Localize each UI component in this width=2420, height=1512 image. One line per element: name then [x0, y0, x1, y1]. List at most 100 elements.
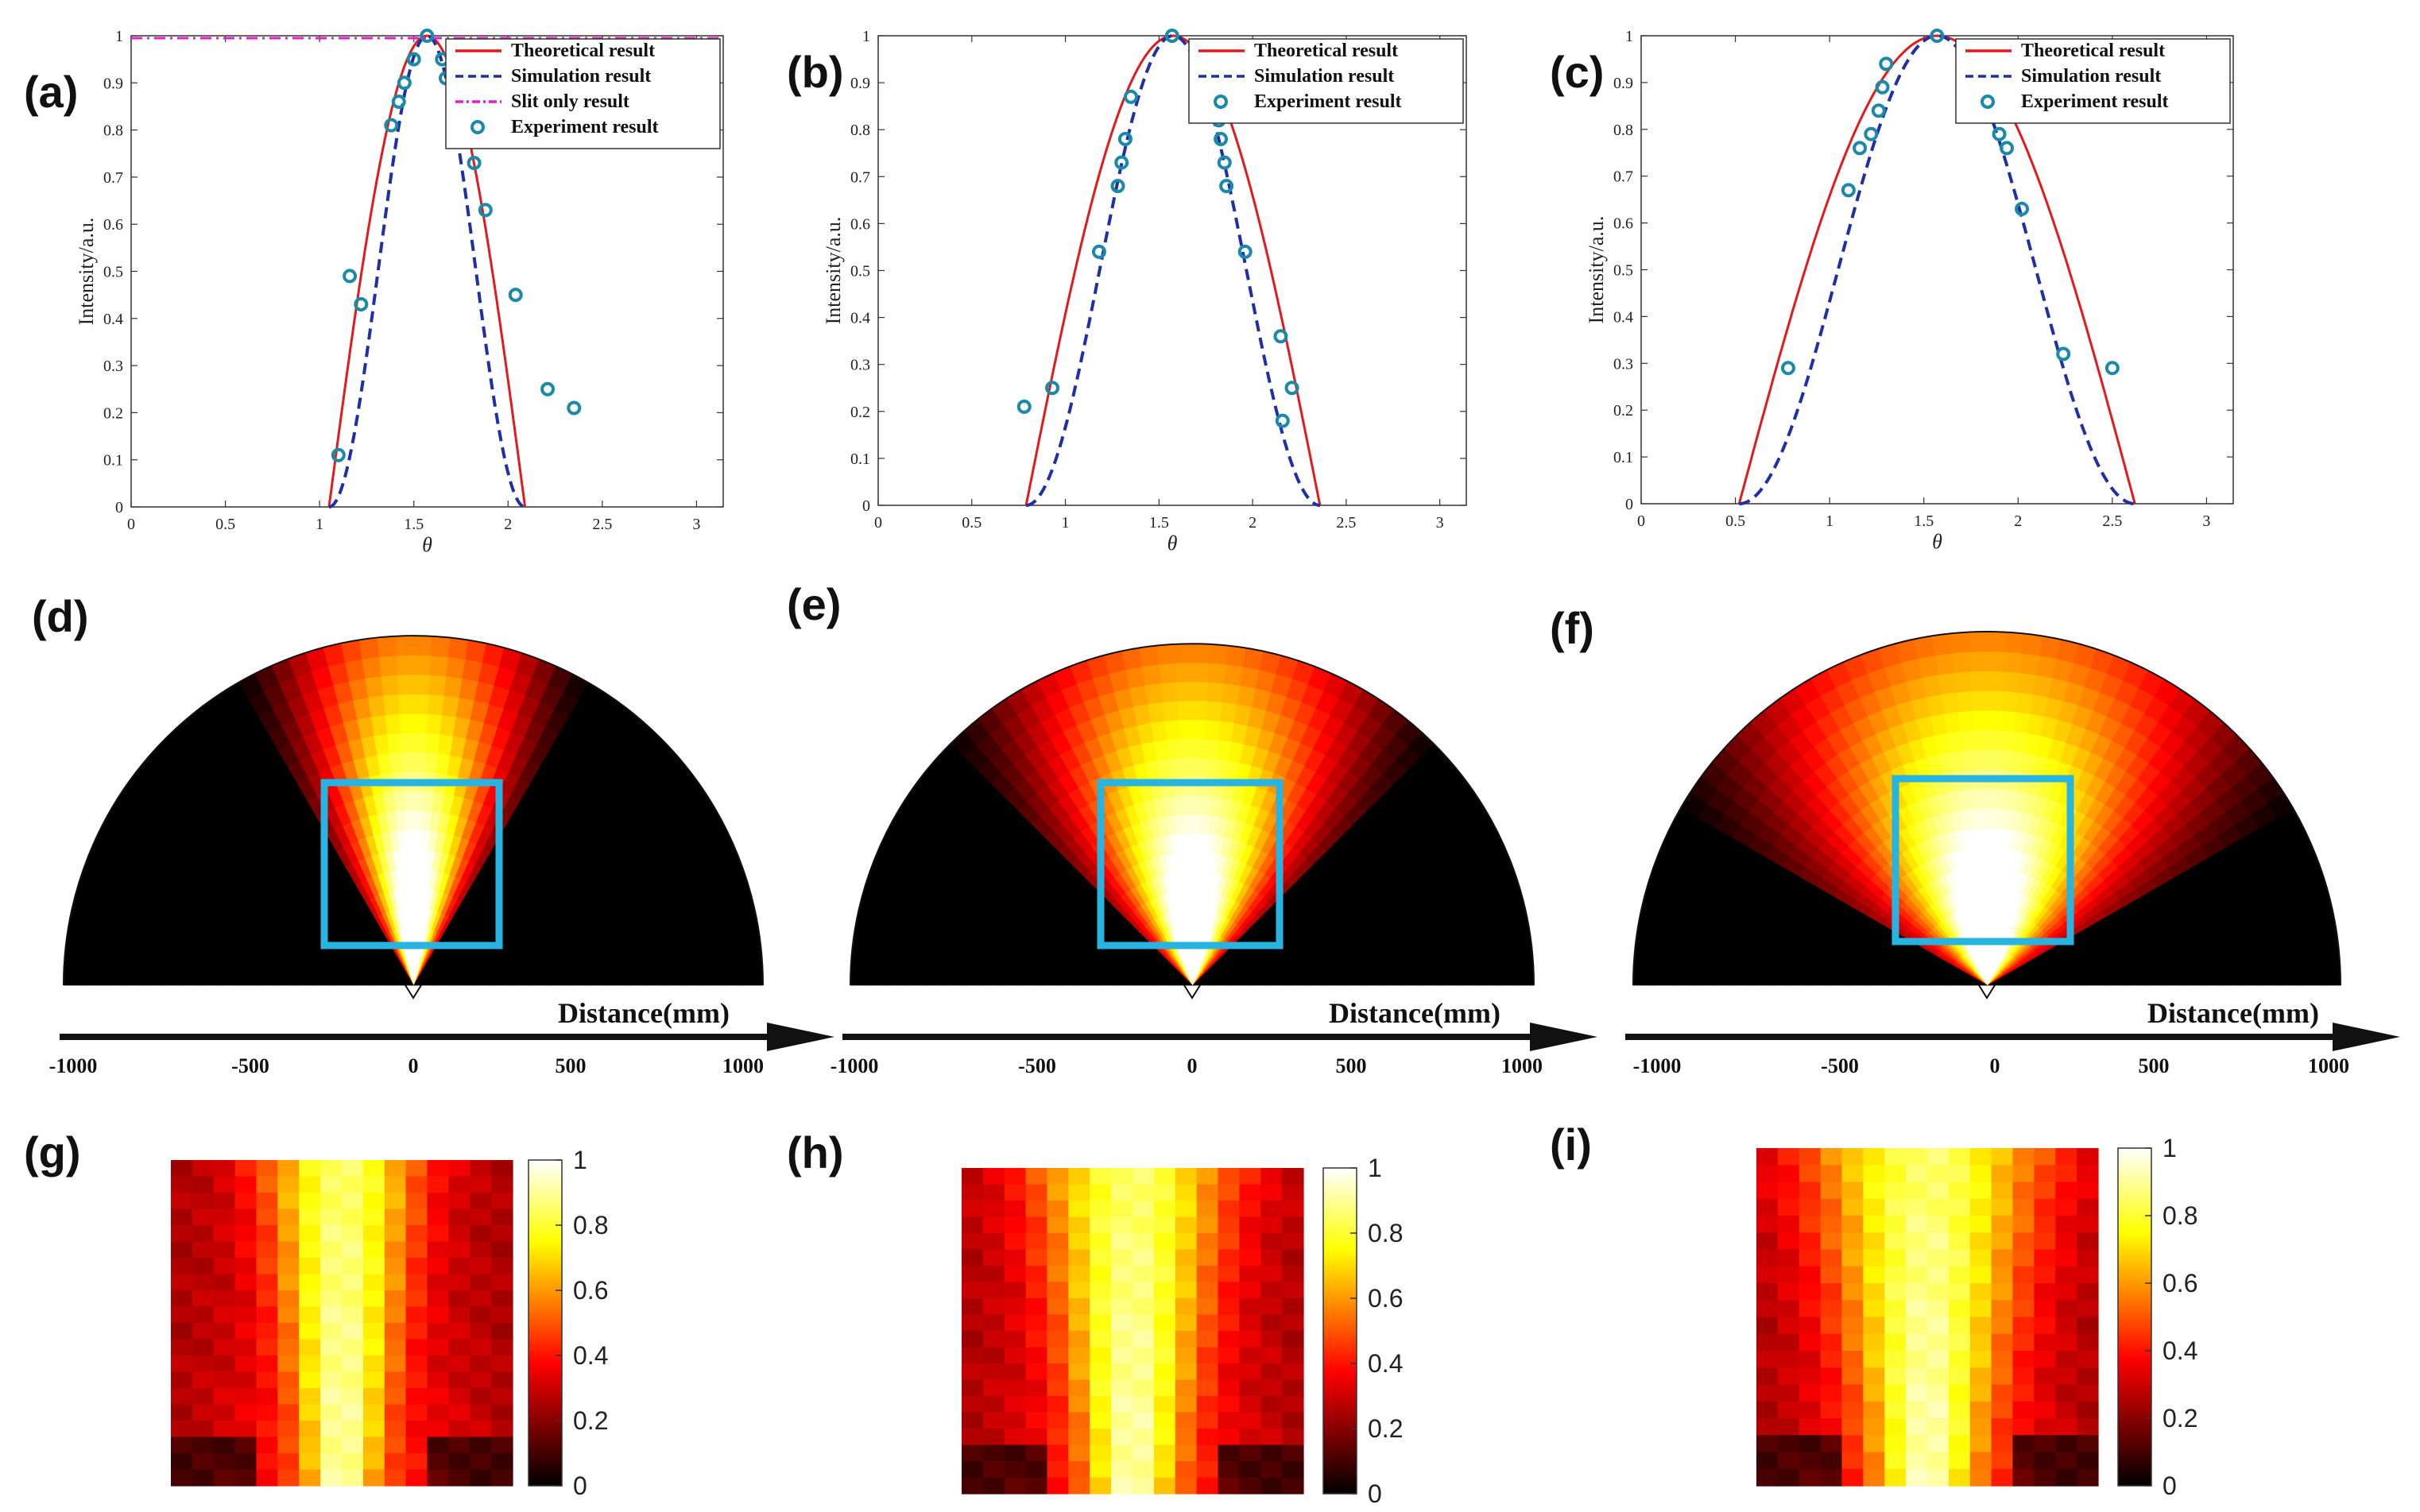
heat-cell — [277, 1225, 300, 1243]
fan-cell — [161, 958, 182, 974]
fan-cell — [1691, 969, 1713, 986]
heat-cell — [1175, 1201, 1198, 1218]
fan-cell — [1362, 975, 1383, 986]
heat-cell — [234, 1193, 257, 1210]
heat-cell — [1218, 1396, 1240, 1413]
distance-tick-label: 0 — [1187, 1054, 1198, 1077]
heat-cell — [1196, 1429, 1219, 1446]
heat-cell — [1969, 1468, 1992, 1487]
heat-cell — [171, 1290, 193, 1308]
x-tick-label: 3 — [1436, 514, 1444, 532]
heat-cell — [299, 1388, 321, 1406]
heat-cell — [1884, 1249, 1907, 1267]
heat-cell — [1777, 1300, 1800, 1318]
heat-cell — [320, 1208, 343, 1226]
heat-cell — [1863, 1333, 1885, 1352]
heat-cell — [342, 1193, 364, 1210]
fan-cell — [741, 948, 763, 969]
fan-cell — [2259, 953, 2282, 972]
y-tick-label: 0.6 — [850, 215, 870, 233]
heat-cell — [1777, 1216, 1800, 1233]
heat-cell — [1756, 1317, 1779, 1335]
heat-cell — [1218, 1363, 1240, 1381]
heat-cell — [1948, 1351, 1971, 1368]
fan-cell — [1770, 973, 1791, 986]
x-tick-label: 0 — [1637, 512, 1645, 530]
heat-cell — [256, 1339, 278, 1356]
fan-cell — [1512, 949, 1534, 969]
heat-cell — [2012, 1468, 2035, 1487]
heat-cell — [342, 1421, 364, 1438]
heat-cell — [1260, 1412, 1283, 1429]
heat-cell — [1777, 1418, 1800, 1436]
heat-cell — [234, 1339, 257, 1356]
fan-cell — [664, 970, 686, 986]
colorbar-tick-label: 0.8 — [1368, 1219, 1403, 1247]
heat-cell — [1004, 1168, 1027, 1185]
fan-cell — [1986, 631, 2006, 652]
fan-cell — [626, 973, 647, 986]
heat-cell — [362, 1421, 385, 1438]
experiment-point — [406, 52, 421, 67]
heat-cell — [2077, 1333, 2099, 1352]
heat-cell — [1175, 1216, 1198, 1234]
heat-cell — [362, 1323, 385, 1340]
heat-cell — [1820, 1468, 1843, 1487]
heat-cell — [448, 1225, 470, 1243]
heat-cell — [1777, 1452, 1800, 1470]
heat-cell — [1239, 1331, 1261, 1348]
heat-cell — [1090, 1266, 1112, 1283]
heat-cell — [1756, 1333, 1779, 1352]
heat-cell — [448, 1160, 470, 1178]
heat-cell — [192, 1388, 215, 1406]
fan-cell — [82, 967, 103, 986]
heat-cell — [1111, 1249, 1133, 1266]
heat-cell — [448, 1208, 470, 1226]
experiment-point — [1284, 381, 1299, 396]
series-line-theoretical-result — [327, 34, 527, 508]
heat-cell — [342, 1388, 364, 1406]
fan-cell — [2000, 710, 2016, 732]
fan-cell — [1986, 710, 2002, 731]
fan-cell — [412, 713, 428, 734]
heat-cell — [1841, 1165, 1864, 1183]
heat-cell — [1884, 1452, 1907, 1470]
heat-cell — [448, 1437, 470, 1454]
heat-cell — [1863, 1351, 1885, 1368]
fan-cell — [238, 966, 259, 978]
heat-cell — [427, 1437, 449, 1454]
fan-cell — [1176, 700, 1193, 721]
heat-cell — [1906, 1249, 1928, 1267]
y-tick-label: 0.6 — [103, 216, 123, 234]
heat-cell — [982, 1412, 1005, 1429]
heat-cell — [1799, 1435, 1822, 1453]
heat-cell — [1218, 1444, 1240, 1462]
fan-cell — [1456, 955, 1477, 972]
heat-cell — [1175, 1396, 1198, 1413]
heat-cell — [213, 1388, 236, 1406]
fan-cell — [160, 971, 181, 986]
heat-cell — [1260, 1347, 1283, 1364]
heat-cell — [1196, 1379, 1219, 1397]
colorbar-tick-label: 1 — [573, 1146, 587, 1174]
heat-cell — [1004, 1216, 1027, 1234]
heat-cell — [448, 1339, 470, 1356]
fan-cell — [141, 970, 162, 986]
heat-cell — [1820, 1216, 1843, 1233]
heat-cell — [1175, 1233, 1198, 1251]
heat-cell — [1047, 1266, 1069, 1283]
fan-cell — [1672, 952, 1694, 971]
heat-cell — [1282, 1461, 1304, 1479]
experiment-point — [540, 381, 556, 396]
heat-cell — [213, 1241, 236, 1259]
heat-cell — [2012, 1266, 2035, 1284]
roi-box — [320, 779, 503, 949]
heat-cell — [1841, 1367, 1864, 1386]
fan-cell — [1381, 973, 1402, 986]
fan-cell — [103, 936, 126, 956]
heat-cell — [256, 1371, 278, 1389]
heat-cell — [2055, 1367, 2077, 1386]
heat-cell — [1260, 1249, 1283, 1266]
heat-cell — [1153, 1216, 1176, 1234]
heat-cell — [1260, 1331, 1283, 1348]
